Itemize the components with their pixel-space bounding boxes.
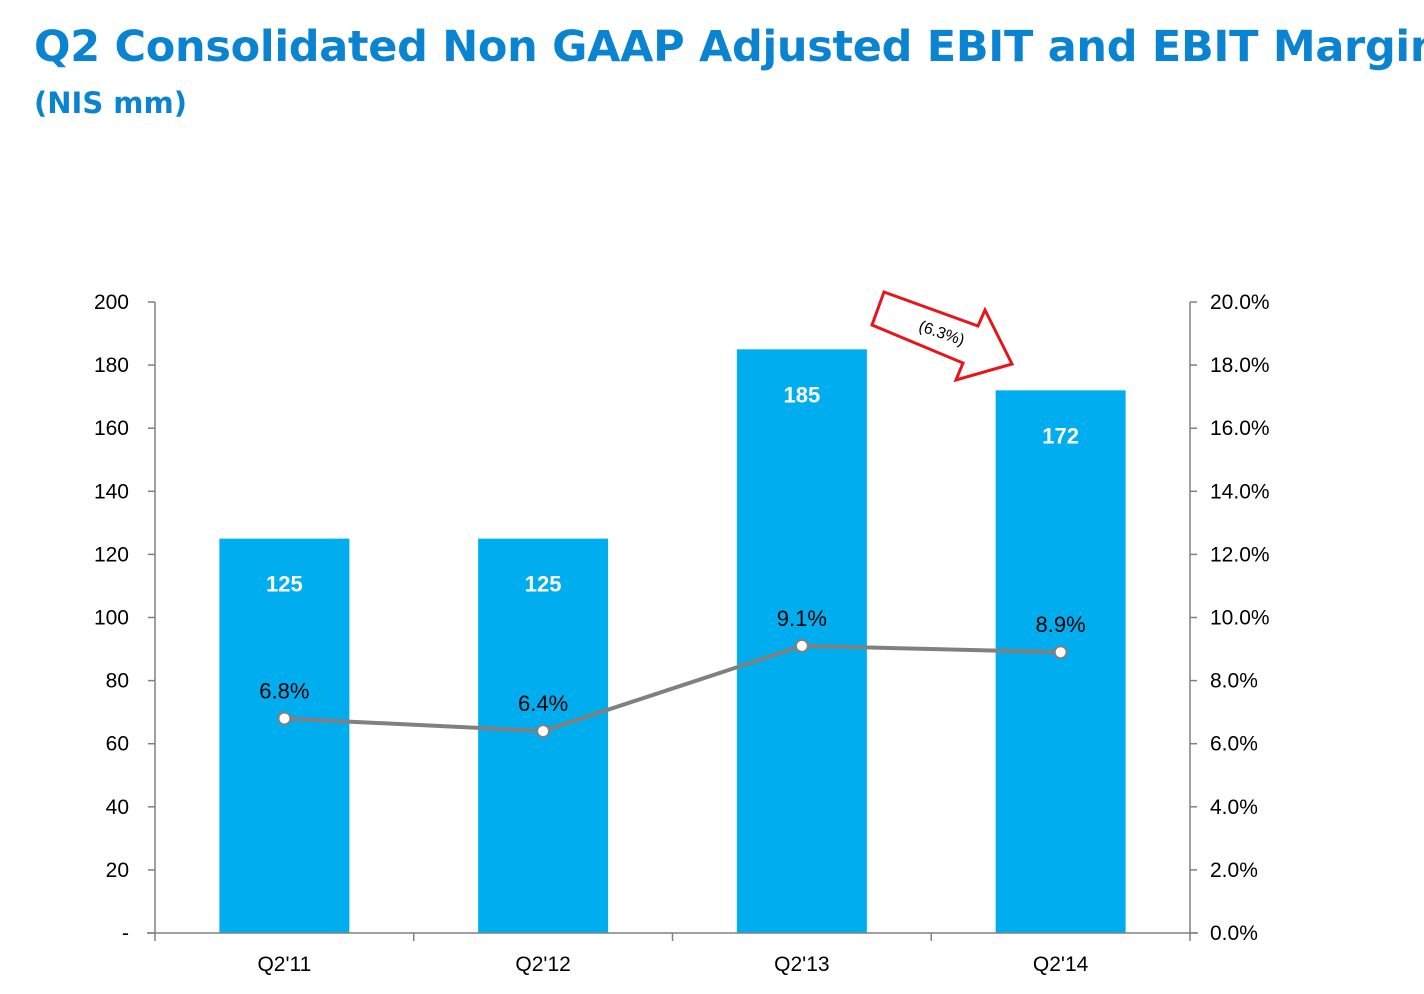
left-tick-label: 200 — [94, 291, 129, 314]
right-tick-label: 2.0% — [1210, 859, 1258, 882]
right-tick-label: 8.0% — [1210, 670, 1258, 693]
right-tick-label: 12.0% — [1210, 543, 1270, 566]
margin-point — [794, 638, 809, 653]
margin-line-layer — [277, 638, 1068, 739]
bar-value-label: 172 — [1042, 423, 1079, 448]
margin-point — [1053, 645, 1068, 660]
right-tick-label: 18.0% — [1210, 354, 1270, 377]
margin-value-label: 9.1% — [777, 606, 827, 631]
right-tick-label: 16.0% — [1210, 417, 1270, 440]
change-callout: (6.3%) — [870, 290, 1015, 383]
x-tick-label: Q2'13 — [774, 953, 829, 976]
page-title: Q2 Consolidated Non GAAP Adjusted EBIT a… — [34, 22, 1424, 72]
left-tick-label: - — [122, 922, 129, 945]
margin-value-label: 8.9% — [1036, 612, 1086, 637]
margin-value-label: 6.4% — [518, 691, 568, 716]
labels-layer: 125 125 185 172 6.8% 6.4% 9.1% 8.9% — [259, 382, 1085, 716]
left-tick-label: 80 — [106, 670, 129, 693]
left-tick-label: 60 — [106, 733, 129, 756]
left-tick-label: 120 — [94, 543, 129, 566]
page-subtitle: (NIS mm) — [34, 86, 187, 120]
left-tick-label: 40 — [106, 796, 129, 819]
bar-value-label: 185 — [784, 382, 821, 407]
right-tick-label: 0.0% — [1210, 922, 1258, 945]
right-tick-label: 6.0% — [1210, 733, 1258, 756]
right-tick-label: 20.0% — [1210, 291, 1270, 314]
x-tick-label: Q2'14 — [1033, 953, 1089, 976]
left-tick-label: 20 — [106, 859, 129, 882]
right-tick-label: 4.0% — [1210, 796, 1258, 819]
right-tick-label: 14.0% — [1210, 480, 1270, 503]
bar-value-label: 125 — [525, 572, 562, 597]
left-tick-label: 140 — [94, 480, 129, 503]
margin-point — [277, 711, 292, 726]
right-tick-label: 10.0% — [1210, 607, 1270, 630]
bar-0 — [219, 538, 350, 933]
margin-line — [284, 643, 1061, 734]
axes-layer: - 20 40 60 80 100 120 140 160 180 200 0.0% 2.0% 4.0% 6… — [94, 291, 1270, 976]
x-tick-label: Q2'12 — [515, 953, 570, 976]
margin-value-label: 6.8% — [259, 678, 309, 703]
bar-value-label: 125 — [266, 572, 303, 597]
left-tick-label: 160 — [94, 417, 129, 440]
left-tick-label: 100 — [94, 607, 129, 630]
margin-point — [536, 724, 551, 739]
change-arrow-shape — [870, 290, 1015, 383]
left-tick-label: 180 — [94, 354, 129, 377]
bar-3 — [995, 390, 1126, 934]
x-tick-label: Q2'11 — [257, 953, 311, 976]
bars-layer — [219, 349, 1126, 934]
